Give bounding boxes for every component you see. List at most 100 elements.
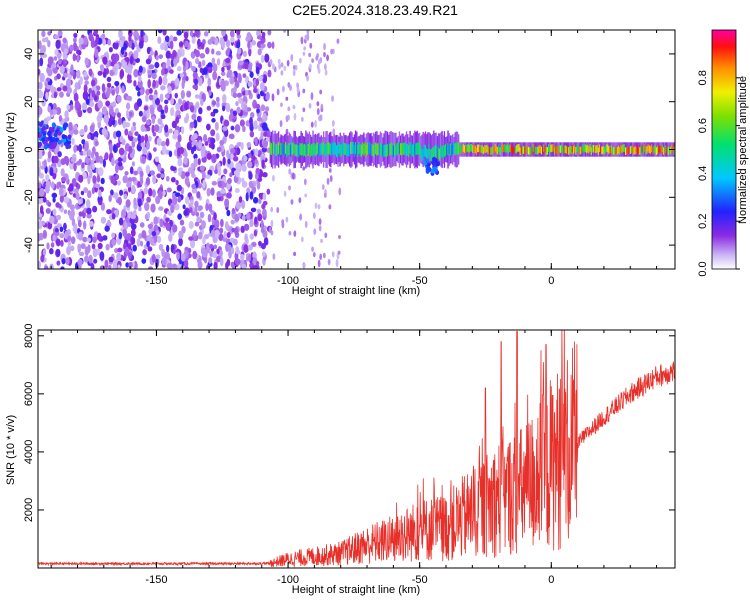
noise-cell	[141, 229, 147, 239]
noise-cell	[133, 170, 138, 176]
band-core	[642, 145, 645, 154]
band-core	[579, 146, 582, 155]
noise-cell	[157, 36, 162, 44]
tone-cell	[432, 162, 437, 168]
noise-cell	[245, 192, 249, 202]
noise-cell	[140, 30, 144, 38]
noise-cell	[199, 165, 205, 171]
noise-cell	[126, 95, 132, 101]
noise-cell	[255, 103, 261, 109]
noise-cell	[114, 42, 119, 49]
noise-cell	[58, 187, 64, 197]
noise-cell	[226, 69, 232, 78]
noise-cell	[228, 249, 232, 259]
noise-cell	[240, 142, 244, 150]
noise-cell	[41, 30, 46, 38]
noise-cell	[85, 199, 91, 209]
band-core	[331, 141, 333, 154]
band-core	[607, 144, 609, 153]
noise-cell	[323, 63, 327, 71]
band-core	[641, 144, 643, 153]
band-core	[270, 143, 273, 155]
band-core	[659, 145, 661, 154]
band-core	[290, 141, 293, 154]
noise-cell	[131, 184, 136, 194]
noise-cell	[201, 156, 207, 163]
noise-cell	[111, 238, 117, 246]
noise-cell	[192, 250, 198, 260]
tone-cell	[38, 133, 42, 139]
noise-cell	[199, 53, 206, 59]
noise-cell	[169, 35, 174, 43]
band-core	[594, 145, 596, 153]
noise-cell	[243, 244, 249, 253]
noise-cell	[57, 151, 62, 158]
noise-cell	[205, 174, 211, 180]
noise-cell	[47, 150, 52, 159]
noise-cell	[45, 180, 51, 189]
band-core	[546, 147, 549, 155]
tone-cell	[50, 127, 55, 133]
noise-cell	[118, 30, 123, 39]
noise-cell	[185, 171, 190, 177]
noise-cell	[82, 36, 88, 45]
noise-cell	[147, 266, 154, 269]
noise-cell	[158, 76, 163, 86]
noise-cell	[124, 171, 129, 176]
noise-cell	[95, 140, 99, 146]
band-core	[358, 141, 360, 154]
band-core	[372, 144, 375, 157]
noise-cell	[175, 116, 180, 124]
noise-cell	[302, 51, 306, 56]
band-core	[484, 145, 486, 153]
noise-cell	[128, 40, 133, 48]
band-core	[353, 145, 356, 157]
band-core	[433, 146, 435, 159]
noise-cell	[170, 53, 175, 60]
band-core	[449, 143, 452, 156]
noise-cell	[193, 153, 198, 160]
noise-cell	[185, 112, 189, 122]
noise-cell	[319, 89, 323, 95]
noise-cell	[302, 263, 306, 268]
noise-cell	[258, 75, 263, 82]
noise-cell	[177, 213, 182, 220]
noise-cell	[60, 168, 65, 177]
noise-cell	[246, 212, 251, 221]
noise-cell	[100, 64, 105, 73]
band-core	[463, 145, 466, 153]
noise-cell	[89, 100, 95, 107]
band-core	[462, 144, 465, 152]
noise-cell	[253, 87, 258, 94]
band-core	[430, 148, 433, 161]
tone-cell	[38, 142, 42, 148]
noise-cell	[201, 220, 206, 229]
noise-cell	[47, 201, 52, 207]
noise-cell	[219, 227, 224, 234]
noise-cell	[91, 187, 95, 194]
band-core	[440, 143, 442, 156]
band-core	[412, 144, 415, 157]
noise-cell	[63, 59, 68, 65]
noise-cell	[86, 213, 92, 219]
noise-cell	[208, 142, 213, 148]
noise-cell	[73, 129, 79, 135]
noise-cell	[217, 167, 222, 177]
noise-cell	[238, 96, 243, 104]
noise-cell	[58, 114, 63, 122]
noise-cell	[283, 65, 287, 71]
noise-cell	[296, 82, 299, 89]
noise-cell	[257, 177, 263, 182]
band-core	[335, 145, 338, 158]
noise-cell	[201, 42, 205, 50]
noise-cell	[63, 155, 69, 165]
noise-cell	[232, 238, 238, 246]
noise-cell	[193, 157, 198, 168]
noise-cell	[38, 166, 41, 176]
noise-cell	[223, 230, 227, 239]
noise-cell	[116, 94, 122, 104]
band-core	[576, 144, 578, 152]
noise-cell	[257, 48, 262, 56]
noise-cell	[257, 93, 261, 100]
